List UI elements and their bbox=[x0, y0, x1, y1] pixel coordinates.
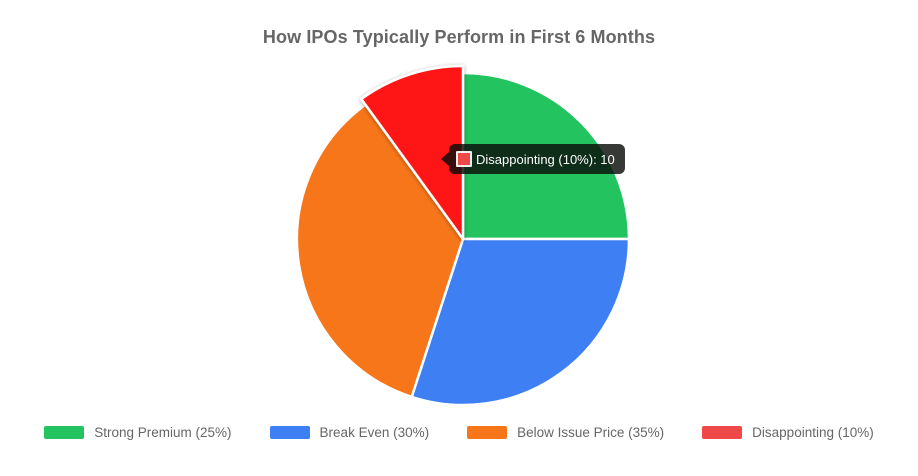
legend-item-below-issue-price[interactable]: Below Issue Price (35%) bbox=[467, 425, 664, 440]
legend: Strong Premium (25%) Break Even (30%) Be… bbox=[0, 425, 918, 440]
tooltip-color-swatch-icon bbox=[456, 151, 472, 167]
legend-label: Disappointing (10%) bbox=[752, 425, 874, 440]
pie-slice-break-even-30[interactable] bbox=[410, 237, 631, 407]
legend-item-break-even[interactable]: Break Even (30%) bbox=[269, 425, 430, 440]
legend-swatch-icon bbox=[44, 426, 85, 439]
pie-slice-disappointing-10[interactable] bbox=[360, 64, 465, 241]
tooltip-caret-icon bbox=[441, 152, 449, 166]
legend-item-strong-premium[interactable]: Strong Premium (25%) bbox=[44, 425, 232, 440]
chart-title: How IPOs Typically Perform in First 6 Mo… bbox=[262, 27, 656, 47]
legend-item-disappointing[interactable]: Disappointing (10%) bbox=[702, 425, 874, 440]
legend-label: Break Even (30%) bbox=[319, 425, 430, 440]
pie-slice-below-issue-price-35[interactable] bbox=[295, 103, 465, 399]
legend-swatch-icon bbox=[467, 426, 508, 439]
legend-swatch-icon bbox=[269, 426, 310, 439]
legend-label: Strong Premium (25%) bbox=[94, 425, 232, 440]
tooltip-text: Disappointing (10%): 10 bbox=[476, 151, 615, 167]
pie-slices bbox=[295, 64, 631, 407]
legend-swatch-icon bbox=[702, 426, 743, 439]
tooltip: Disappointing (10%): 10 bbox=[441, 144, 625, 174]
legend-label: Below Issue Price (35%) bbox=[517, 425, 665, 440]
